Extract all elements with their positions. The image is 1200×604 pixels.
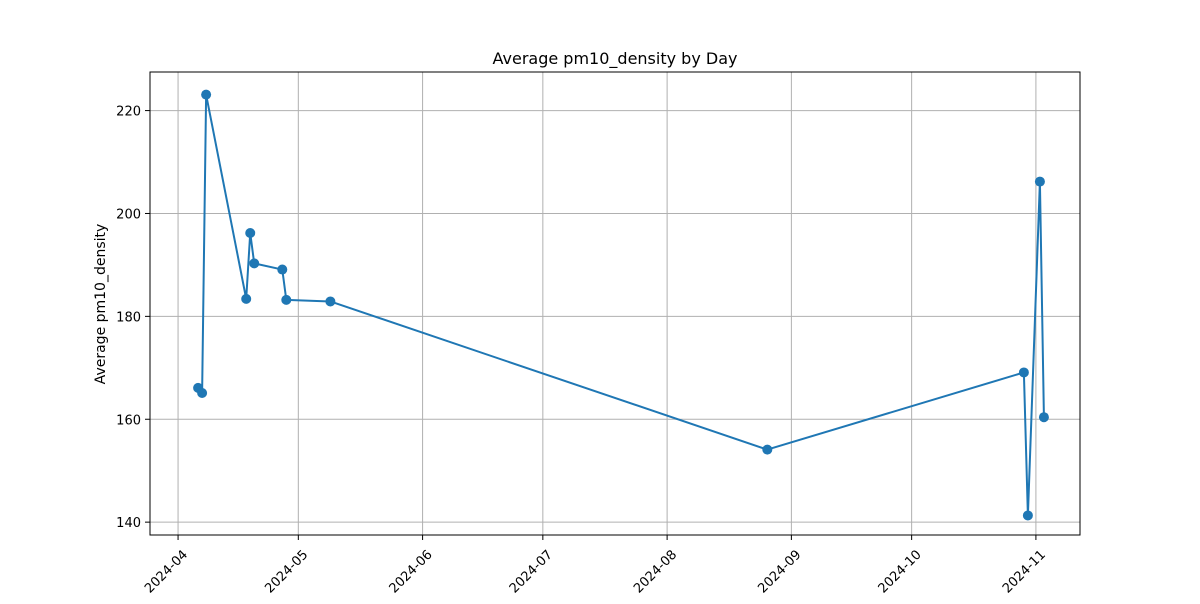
y-tick-label: 220 (116, 105, 141, 120)
data-point (1034, 176, 1045, 187)
data-point (197, 388, 208, 399)
data-point (277, 264, 288, 275)
axes: 2024-04 2024-05 2024-06 2024-07 2024-08 2024-… (116, 71, 1081, 596)
y-tick-label: 160 (116, 413, 141, 428)
x-tick-label: 2024-05 (262, 547, 311, 596)
data-point (201, 89, 212, 100)
x-tick-label: 2024-04 (142, 547, 191, 596)
data-point (1018, 367, 1029, 378)
x-tick-label: 2024-09 (755, 547, 804, 596)
chart-title: Average pm10_density by Day (493, 49, 738, 69)
x-tick-label: 2024-07 (507, 547, 556, 596)
grid (150, 72, 1080, 535)
plot-frame (149, 71, 1081, 536)
y-axis-label: Average pm10_density (93, 224, 109, 385)
x-tick-label: 2024-11 (1000, 547, 1049, 596)
data-point (325, 296, 336, 307)
data-point (241, 293, 252, 304)
y-tick-label: 140 (116, 516, 141, 531)
y-tick-label: 200 (116, 207, 141, 222)
series-layer (193, 89, 1049, 521)
data-point (245, 228, 256, 239)
x-tick-label: 2024-10 (876, 547, 925, 596)
data-point (1038, 412, 1049, 423)
series-line (197, 93, 1045, 517)
x-tick-label: 2024-08 (631, 547, 680, 596)
data-point (281, 294, 292, 305)
data-point (762, 444, 773, 455)
y-tick-label: 180 (116, 310, 141, 325)
data-point (1022, 510, 1033, 521)
x-tick-label: 2024-06 (387, 547, 436, 596)
data-point (249, 258, 260, 269)
